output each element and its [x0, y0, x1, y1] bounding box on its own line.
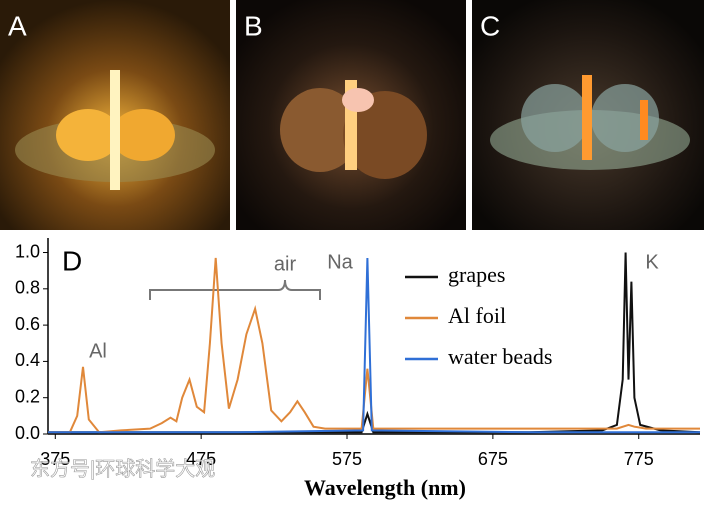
- panel-label: A: [8, 10, 27, 41]
- photo-c: [472, 0, 704, 230]
- watermark: 东方号|环球科学大观: [30, 457, 215, 480]
- annotation: K: [645, 251, 659, 273]
- x-tick-label: 475: [186, 449, 216, 469]
- air-bracket: [149, 279, 321, 300]
- annotation: Na: [327, 251, 353, 273]
- y-tick-label: 0.2: [15, 386, 40, 406]
- panel-label: B: [244, 10, 263, 41]
- y-tick-label: 0.0: [15, 423, 40, 443]
- x-axis-label: Wavelength (nm): [304, 475, 466, 500]
- annotation: Al: [89, 340, 107, 362]
- x-tick-label: 575: [332, 449, 362, 469]
- x-tick-label: 775: [624, 449, 654, 469]
- legend-label: Al foil: [448, 303, 506, 328]
- y-tick-label: 1.0: [15, 241, 40, 261]
- photo-b: [236, 0, 466, 230]
- y-tick-label: 0.6: [15, 314, 40, 334]
- panel-label: D: [62, 245, 82, 276]
- spectrum-line: [48, 257, 700, 434]
- panel-labels: A B C: [8, 10, 500, 41]
- x-tick-label: 675: [478, 449, 508, 469]
- x-tick-label: 375: [40, 449, 70, 469]
- spectrum-line: [48, 257, 700, 434]
- photo-a: [0, 0, 230, 230]
- spectrum-line: [48, 252, 701, 434]
- panel-label: C: [480, 10, 500, 41]
- legend-label: grapes: [448, 262, 505, 287]
- annotation: air: [274, 253, 297, 275]
- legend-label: water beads: [448, 344, 552, 369]
- y-tick-label: 0.8: [15, 278, 40, 298]
- y-tick-label: 0.4: [15, 350, 40, 370]
